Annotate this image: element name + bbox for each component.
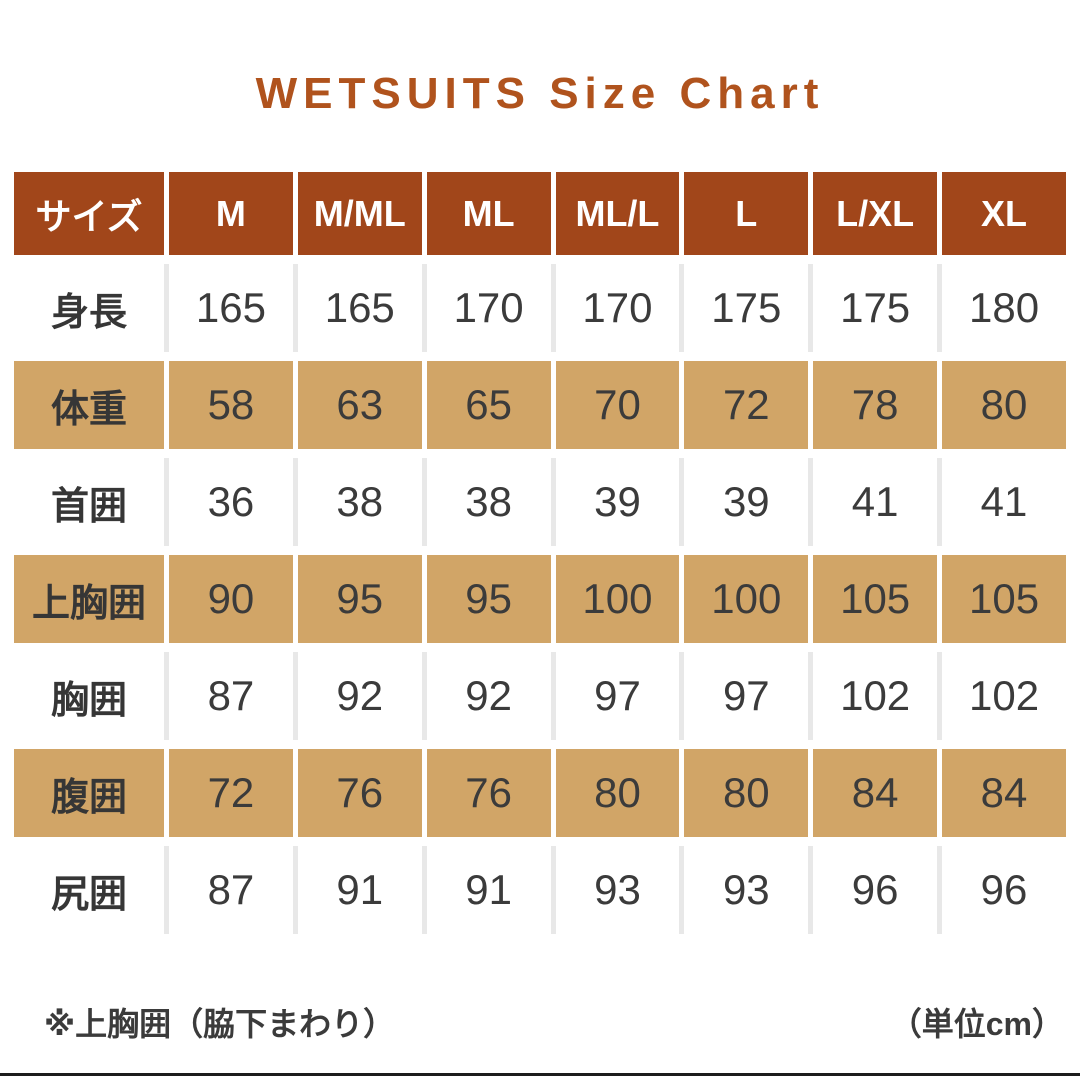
bottom-edge-line [0, 1073, 1080, 1076]
row-label-cell: 胸囲 [14, 652, 164, 740]
value-cell: 102 [937, 652, 1066, 740]
value-cell: 180 [937, 264, 1066, 352]
value-cell: 91 [421, 846, 551, 934]
size-column-header-cell: XL [937, 172, 1066, 255]
value-cell: 70 [550, 361, 680, 449]
footnote-unit: （単位cm） [889, 1006, 1064, 1042]
value-cell: 170 [550, 264, 680, 352]
value-cell: 92 [292, 652, 422, 740]
value-cell: 90 [164, 555, 293, 643]
value-cell: 97 [550, 652, 680, 740]
value-cell: 72 [164, 749, 293, 837]
value-cell: 100 [550, 555, 680, 643]
value-cell: 87 [164, 846, 293, 934]
value-cell: 78 [808, 361, 938, 449]
value-cell: 165 [292, 264, 422, 352]
value-cell: 92 [421, 652, 551, 740]
row-label-cell: 首囲 [14, 458, 164, 546]
header-row: サイズ M M/ML ML ML/L L L/XL XL [14, 172, 1066, 255]
value-cell: 105 [808, 555, 938, 643]
table-header: サイズ M M/ML ML ML/L L L/XL XL [14, 172, 1066, 255]
row-label-cell: 体重 [14, 361, 164, 449]
value-cell: 39 [550, 458, 680, 546]
value-cell: 165 [164, 264, 293, 352]
value-cell: 63 [292, 361, 422, 449]
table-body: 身長 165 165 170 170 175 175 180 体重 58 63 65 70 72 78 80 首… [14, 264, 1066, 934]
value-cell: 100 [679, 555, 809, 643]
table-row: 身長 165 165 170 170 175 175 180 [14, 264, 1066, 352]
size-column-header-cell: ML [421, 172, 551, 255]
value-cell: 95 [421, 555, 551, 643]
value-cell: 41 [808, 458, 938, 546]
value-cell: 80 [937, 361, 1066, 449]
value-cell: 76 [421, 749, 551, 837]
footnote-upper-chest: ※上胸囲（脇下まわり） [44, 1006, 396, 1042]
value-cell: 170 [421, 264, 551, 352]
table-row: 尻囲 87 91 91 93 93 96 96 [14, 846, 1066, 934]
value-cell: 80 [679, 749, 809, 837]
row-label-cell: 上胸囲 [14, 555, 164, 643]
table-row: 胸囲 87 92 92 97 97 102 102 [14, 652, 1066, 740]
value-cell: 80 [550, 749, 680, 837]
size-column-header-cell: L/XL [808, 172, 938, 255]
value-cell: 41 [937, 458, 1066, 546]
value-cell: 105 [937, 555, 1066, 643]
table-row: 腹囲 72 76 76 80 80 84 84 [14, 749, 1066, 837]
value-cell: 84 [937, 749, 1066, 837]
value-cell: 87 [164, 652, 293, 740]
value-cell: 38 [292, 458, 422, 546]
table-row: 体重 58 63 65 70 72 78 80 [14, 361, 1066, 449]
value-cell: 93 [679, 846, 809, 934]
value-cell: 84 [808, 749, 938, 837]
footnotes: ※上胸囲（脇下まわり） （単位cm） [0, 1005, 1080, 1043]
row-label-cell: 尻囲 [14, 846, 164, 934]
value-cell: 175 [808, 264, 938, 352]
value-cell: 76 [292, 749, 422, 837]
value-cell: 58 [164, 361, 293, 449]
value-cell: 38 [421, 458, 551, 546]
size-column-header-cell: M/ML [292, 172, 422, 255]
value-cell: 175 [679, 264, 809, 352]
size-column-header-cell: L [679, 172, 809, 255]
value-cell: 72 [679, 361, 809, 449]
size-column-header-cell: M [164, 172, 293, 255]
value-cell: 39 [679, 458, 809, 546]
value-cell: 65 [421, 361, 551, 449]
row-label-cell: 腹囲 [14, 749, 164, 837]
value-cell: 93 [550, 846, 680, 934]
table-row: 上胸囲 90 95 95 100 100 105 105 [14, 555, 1066, 643]
size-chart-table: サイズ M M/ML ML ML/L L L/XL XL 身長 165 165 170 170 175 1… [14, 163, 1066, 943]
value-cell: 96 [937, 846, 1066, 934]
size-column-header-cell: ML/L [550, 172, 680, 255]
value-cell: 95 [292, 555, 422, 643]
value-cell: 91 [292, 846, 422, 934]
value-cell: 96 [808, 846, 938, 934]
page-title: WETSUITS Size Chart [255, 69, 825, 118]
value-cell: 97 [679, 652, 809, 740]
table-row: 首囲 36 38 38 39 39 41 41 [14, 458, 1066, 546]
value-cell: 102 [808, 652, 938, 740]
size-label-header-cell: サイズ [14, 172, 164, 255]
value-cell: 36 [164, 458, 293, 546]
row-label-cell: 身長 [14, 264, 164, 352]
